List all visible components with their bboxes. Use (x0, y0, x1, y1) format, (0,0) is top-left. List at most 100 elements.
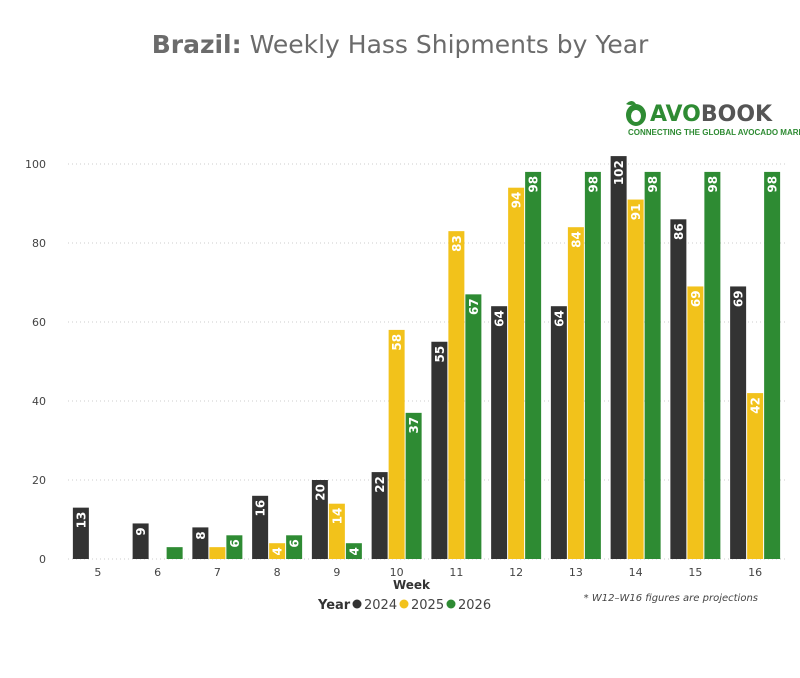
logo-book: BOOK (700, 102, 773, 127)
bar-2024 (311, 480, 328, 559)
bar-2026 (764, 171, 781, 559)
bar-2026 (465, 294, 482, 559)
y-tick-label: 100 (25, 158, 46, 171)
title-country: Brazil: (151, 30, 242, 59)
data-label-2025: 69 (689, 290, 703, 307)
x-tick-label: 5 (94, 566, 101, 579)
data-label-2024: 8 (194, 531, 208, 539)
bar-2025 (627, 199, 644, 560)
data-label-2025: 14 (330, 508, 344, 525)
bar-2024 (431, 341, 448, 559)
data-label-2025: 42 (749, 397, 763, 414)
data-label-2026: 98 (586, 176, 600, 193)
data-label-2024: 16 (254, 500, 268, 517)
legend-marker-2024 (352, 599, 362, 609)
bar-2024 (132, 523, 149, 559)
data-label-2025: 94 (510, 192, 524, 209)
data-label-2026: 6 (288, 539, 302, 547)
bar-2026 (704, 171, 721, 559)
data-label-2026: 98 (646, 176, 660, 193)
x-axis-title: Week (393, 578, 431, 592)
x-tick-label: 8 (274, 566, 281, 579)
data-label-2025: 4 (271, 547, 285, 555)
bar-2026 (226, 535, 243, 559)
data-label-2024: 13 (74, 512, 88, 529)
bar-2024 (550, 306, 567, 559)
bar-2025 (687, 286, 704, 559)
data-label-2026: 37 (407, 417, 421, 434)
x-tick-label: 16 (748, 566, 762, 579)
x-tick-label: 6 (154, 566, 161, 579)
x-tick-label: 13 (569, 566, 583, 579)
bar-2024 (72, 507, 89, 559)
bar-2024 (252, 495, 269, 559)
x-tick-label: 15 (688, 566, 702, 579)
data-label-2026: 98 (706, 176, 720, 193)
x-tick-label: 11 (449, 566, 463, 579)
bar-2024 (371, 472, 388, 559)
bar-2026 (525, 171, 542, 559)
data-label-2024: 9 (134, 527, 148, 535)
data-label-2024: 20 (313, 484, 327, 501)
bar-2024 (670, 219, 687, 560)
x-tick-label: 9 (333, 566, 340, 579)
footnote: * W12–W16 figures are projections (583, 593, 758, 604)
bar-2025 (209, 547, 226, 559)
avobook-logo: AVOBOOK CONNECTING THE GLOBAL AVOCADO MA… (620, 100, 800, 142)
x-tick-label: 14 (629, 566, 643, 579)
bar-2025 (567, 227, 584, 559)
data-label-2025: 91 (629, 204, 643, 221)
data-label-2024: 86 (672, 223, 686, 240)
x-tick-label: 7 (214, 566, 221, 579)
y-tick-label: 80 (32, 237, 46, 250)
logo-tagline: CONNECTING THE GLOBAL AVOCADO MARKET (628, 128, 800, 137)
y-tick-label: 20 (32, 474, 46, 487)
bar-2026 (286, 535, 303, 559)
data-label-2026: 4 (347, 547, 361, 555)
bar-2025 (747, 393, 764, 559)
data-label-2026: 67 (467, 298, 481, 315)
avocado-icon (626, 101, 646, 126)
bar-2025 (328, 503, 345, 559)
bar-2024 (610, 156, 627, 559)
y-tick-label: 0 (39, 553, 46, 566)
data-label-2025: 84 (569, 231, 583, 248)
bar-2025 (508, 187, 525, 559)
data-label-2024: 102 (612, 160, 626, 185)
legend-label-2024: 2024 (364, 598, 397, 613)
y-tick-label: 60 (32, 316, 46, 329)
data-label-2026: 98 (527, 176, 541, 193)
bar-2025 (388, 329, 405, 559)
data-label-2025: 83 (450, 235, 464, 252)
x-tick-label: 10 (390, 566, 404, 579)
bar-2024 (730, 286, 747, 559)
bar-2026 (405, 412, 422, 559)
legend-marker-2026 (446, 599, 456, 609)
bar-2024 (491, 306, 508, 559)
legend-label-2025: 2025 (411, 598, 444, 613)
title-text: Weekly Hass Shipments by Year (241, 30, 649, 59)
x-tick-label: 12 (509, 566, 523, 579)
data-label-2025: 58 (390, 334, 404, 351)
data-label-2024: 69 (732, 290, 746, 307)
legend-title: Year (317, 598, 351, 613)
bar-2026 (345, 543, 362, 559)
bar-2026 (584, 171, 601, 559)
data-label-2024: 55 (433, 346, 447, 363)
chart-title: Brazil: Weekly Hass Shipments by Year (0, 30, 800, 59)
bar-2026 (166, 547, 183, 559)
data-label-2024: 64 (493, 310, 507, 327)
legend-label-2026: 2026 (458, 598, 491, 613)
data-label-2024: 64 (552, 310, 566, 327)
bar-2026 (644, 171, 661, 559)
data-label-2026: 98 (766, 176, 780, 193)
legend-marker-2025 (399, 599, 409, 609)
logo-avo: AVO (650, 102, 701, 127)
bar-2024 (192, 527, 209, 559)
y-tick-label: 40 (32, 395, 46, 408)
bar-2025 (448, 231, 465, 559)
data-label-2026: 6 (228, 539, 242, 547)
data-label-2024: 22 (373, 476, 387, 493)
